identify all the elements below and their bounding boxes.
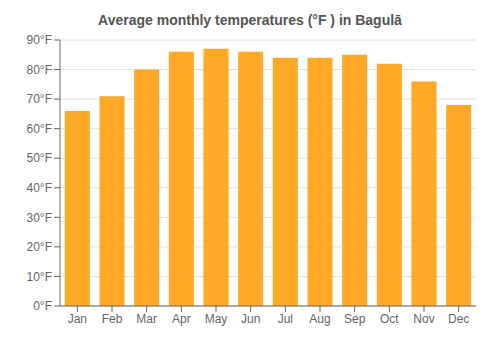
svg-text:80°F: 80°F [27, 63, 52, 77]
svg-text:Oct: Oct [380, 312, 399, 326]
svg-text:Aug: Aug [309, 312, 330, 326]
html-text:Average monthly temperatures (: Average monthly temperatures (°F ) in Ba… [98, 12, 402, 28]
svg-text:40°F: 40°F [27, 181, 52, 195]
svg-text:60°F: 60°F [27, 122, 52, 136]
svg-text:Jun: Jun [241, 312, 260, 326]
svg-text:90°F: 90°F [27, 33, 52, 47]
svg-text:Feb: Feb [102, 312, 123, 326]
svg-text:Apr: Apr [172, 312, 191, 326]
svg-text:10°F: 10°F [27, 270, 52, 284]
svg-text:Mar: Mar [136, 312, 157, 326]
svg-text:50°F: 50°F [27, 151, 52, 165]
svg-text:May: May [205, 312, 228, 326]
svg-text:0°F: 0°F [33, 299, 52, 313]
svg-text:30°F: 30°F [27, 211, 52, 225]
svg-text:Jul: Jul [278, 312, 293, 326]
svg-text:Sep: Sep [344, 312, 366, 326]
svg-text:Jan: Jan [68, 312, 87, 326]
svg-text:Nov: Nov [413, 312, 434, 326]
svg-text:Dec: Dec [448, 312, 469, 326]
svg-text:20°F: 20°F [27, 240, 52, 254]
svg-text:70°F: 70°F [27, 92, 52, 106]
